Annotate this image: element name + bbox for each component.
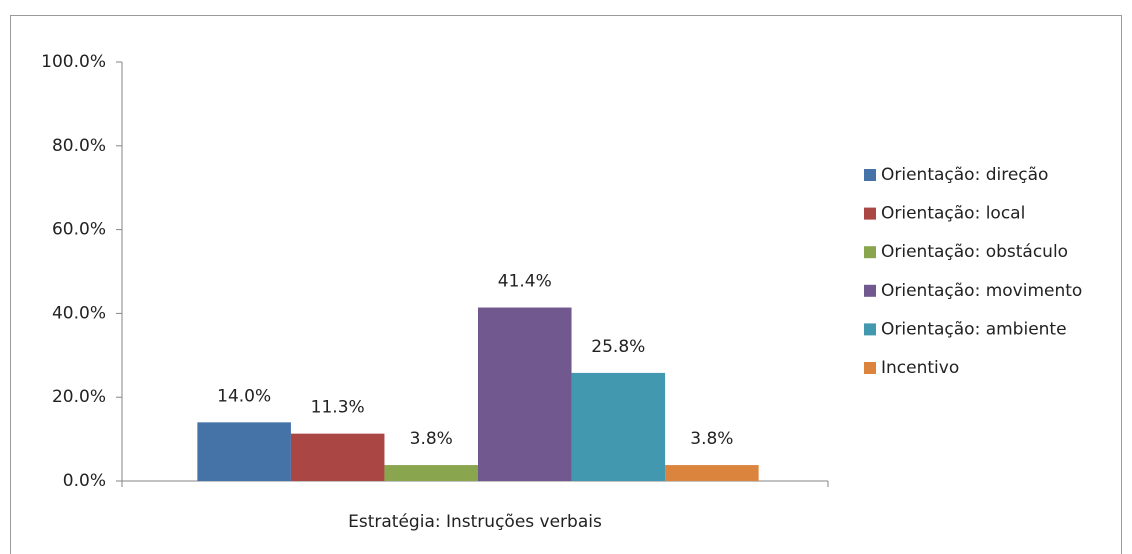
- y-tick-label: 0.0%: [63, 471, 106, 491]
- y-tick-label: 40.0%: [52, 303, 106, 323]
- bar: [665, 465, 759, 481]
- legend-swatch: [864, 169, 876, 181]
- y-tick-label: 60.0%: [52, 220, 106, 240]
- data-label: 14.0%: [217, 386, 271, 406]
- y-tick-label: 80.0%: [52, 136, 106, 156]
- x-tick-label: Estratégia: Instruções verbais: [348, 512, 602, 532]
- legend-label: Orientação: local: [881, 204, 1025, 224]
- bar: [290, 433, 385, 481]
- legend-swatch: [864, 207, 876, 220]
- legend-swatch: [864, 323, 876, 336]
- bar: [197, 422, 291, 481]
- legend-label: Orientação: obstáculo: [881, 242, 1068, 262]
- y-tick-label: 20.0%: [52, 387, 106, 407]
- data-label: 3.8%: [410, 429, 453, 449]
- bar: [384, 465, 478, 481]
- data-label: 41.4%: [498, 272, 552, 292]
- bar: [571, 372, 666, 481]
- legend-label: Orientação: ambiente: [881, 319, 1067, 339]
- legend-swatch: [864, 246, 876, 259]
- legend-swatch: [864, 362, 876, 374]
- data-label: 11.3%: [311, 398, 365, 418]
- legend-label: Orientação: direção: [881, 165, 1048, 185]
- data-label: 25.8%: [591, 337, 645, 357]
- legend-label: Incentivo: [881, 358, 959, 378]
- legend-label: Orientação: movimento: [881, 281, 1082, 301]
- bar: [478, 307, 572, 481]
- legend-swatch: [864, 284, 876, 297]
- y-tick-label: 100.0%: [41, 52, 106, 72]
- data-label: 3.8%: [690, 429, 733, 449]
